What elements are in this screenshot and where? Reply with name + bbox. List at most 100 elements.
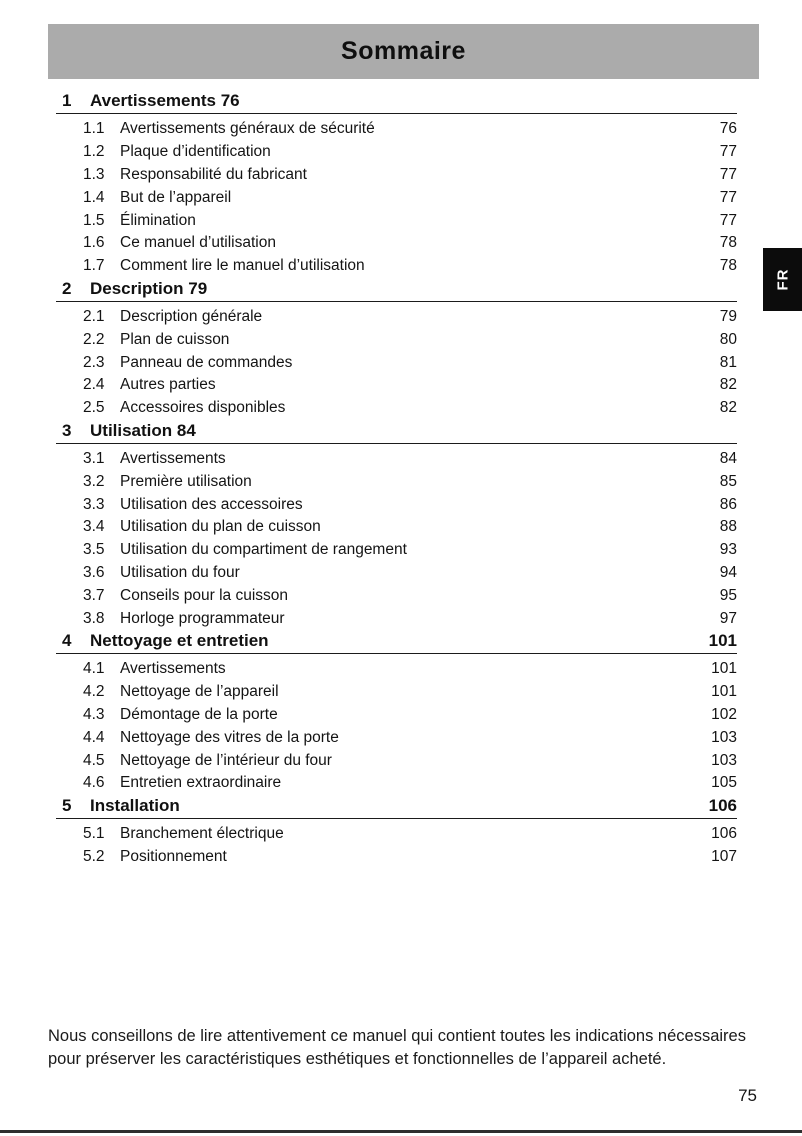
entry-page: 77 bbox=[719, 143, 737, 161]
entry-page: 107 bbox=[711, 847, 737, 865]
toc-entry: 3.2 Première utilisation 85 bbox=[0, 470, 802, 493]
entry-label: Plaque d’identification bbox=[120, 143, 271, 161]
entry-page: 77 bbox=[719, 188, 737, 206]
toc-section-heading: 3 Utilisation 84 bbox=[0, 420, 802, 441]
toc-entry: 3.6 Utilisation du four 94 bbox=[0, 562, 802, 585]
entry-number: 3.6 bbox=[83, 563, 105, 581]
section-rule bbox=[56, 652, 737, 654]
entry-number: 4.1 bbox=[83, 660, 105, 678]
section-rule bbox=[56, 113, 737, 114]
toc-entry: 3.4 Utilisation du plan de cuisson 88 bbox=[0, 516, 802, 539]
page-number: 75 bbox=[738, 1086, 757, 1105]
entry-label: Ce manuel d’utilisation bbox=[120, 234, 276, 252]
toc-entry: 3.7 Conseils pour la cuisson 95 bbox=[0, 584, 802, 607]
entry-label: Avertissements bbox=[120, 660, 226, 678]
entry-label: Description générale bbox=[120, 307, 263, 325]
toc-entry: 2.1 Description générale 79 bbox=[0, 306, 802, 329]
entry-page: 105 bbox=[711, 774, 737, 792]
section-page: 106 bbox=[708, 795, 737, 815]
entry-label: Utilisation du four bbox=[120, 563, 240, 581]
toc-entry: 1.3 Responsabilité du fabricant 77 bbox=[0, 164, 802, 187]
entry-number: 4.6 bbox=[83, 774, 105, 792]
toc-section: 4 Nettoyage et entretien 101 4.1 Avertis… bbox=[0, 630, 802, 795]
entry-page: 77 bbox=[719, 165, 737, 183]
toc-entry: 1.4 But de l’appareil 77 bbox=[0, 186, 802, 209]
bottom-bar bbox=[0, 1130, 802, 1133]
toc-entry: 4.4 Nettoyage des vitres de la porte 103 bbox=[0, 726, 802, 749]
toc-entry: 3.8 Horloge programmateur 97 bbox=[0, 607, 802, 630]
entry-label: Nettoyage des vitres de la porte bbox=[120, 728, 339, 746]
toc-entry: 3.5 Utilisation du compartiment de range… bbox=[0, 539, 802, 562]
entry-label: Avertissements généraux de sécurité bbox=[120, 120, 375, 138]
toc-entry: 1.2 Plaque d’identification 77 bbox=[0, 141, 802, 164]
entry-number: 5.2 bbox=[83, 847, 105, 865]
entry-label: Panneau de commandes bbox=[120, 353, 293, 371]
entry-label: Utilisation du plan de cuisson bbox=[120, 518, 321, 536]
toc-entry: 4.2 Nettoyage de l’appareil 101 bbox=[0, 681, 802, 704]
section-rule bbox=[56, 300, 737, 302]
entry-label: Responsabilité du fabricant bbox=[120, 165, 307, 183]
entry-number: 3.8 bbox=[83, 609, 105, 627]
entry-number: 2.3 bbox=[83, 353, 105, 371]
toc-entry: 2.5 Accessoires disponibles 82 bbox=[0, 397, 802, 420]
entry-page: 94 bbox=[719, 563, 737, 581]
toc-section: 1 Avertissements 76 1.1 Avertissements g… bbox=[0, 90, 802, 278]
toc-section-heading: 4 Nettoyage et entretien 101 bbox=[0, 630, 802, 651]
toc-section-heading: 2 Description 79 bbox=[0, 278, 802, 299]
entry-label: Horloge programmateur bbox=[120, 609, 285, 627]
toc-entry: 1.6 Ce manuel d’utilisation 78 bbox=[0, 232, 802, 255]
entry-page: 84 bbox=[719, 449, 737, 467]
section-number: 1 bbox=[62, 91, 72, 110]
section-title: Utilisation 84 bbox=[90, 420, 196, 440]
section-title: Installation bbox=[90, 795, 180, 815]
entry-page: 78 bbox=[719, 234, 737, 252]
entry-number: 4.5 bbox=[83, 751, 105, 769]
entry-number: 2.5 bbox=[83, 399, 105, 417]
entry-number: 3.1 bbox=[83, 449, 105, 467]
entry-label: Comment lire le manuel d’utilisation bbox=[120, 257, 365, 275]
entry-page: 82 bbox=[719, 399, 737, 417]
entry-label: Utilisation des accessoires bbox=[120, 495, 303, 513]
entry-number: 4.2 bbox=[83, 683, 105, 701]
toc-entry: 5.2 Positionnement 107 bbox=[0, 846, 802, 869]
entry-label: Nettoyage de l’intérieur du four bbox=[120, 751, 332, 769]
entry-number: 1.3 bbox=[83, 165, 105, 183]
entry-page: 101 bbox=[711, 660, 737, 678]
entry-number: 1.4 bbox=[83, 188, 105, 206]
entry-number: 3.4 bbox=[83, 518, 105, 536]
entry-number: 4.4 bbox=[83, 728, 105, 746]
table-of-contents: 1 Avertissements 76 1.1 Avertissements g… bbox=[0, 90, 802, 868]
entry-page: 103 bbox=[711, 728, 737, 746]
entry-page: 95 bbox=[719, 586, 737, 604]
section-number: 4 bbox=[62, 630, 72, 650]
entry-page: 88 bbox=[719, 518, 737, 536]
entry-label: Autres parties bbox=[120, 376, 216, 394]
entry-label: Accessoires disponibles bbox=[120, 399, 286, 417]
toc-section: 5 Installation 106 5.1 Branchement élect… bbox=[0, 795, 802, 869]
entry-number: 3.7 bbox=[83, 586, 105, 604]
entry-number: 2.1 bbox=[83, 307, 105, 325]
entry-number: 1.6 bbox=[83, 234, 105, 252]
entry-page: 97 bbox=[719, 609, 737, 627]
toc-entry: 1.5 Élimination 77 bbox=[0, 209, 802, 232]
entry-page: 82 bbox=[719, 376, 737, 394]
toc-section-heading: 5 Installation 106 bbox=[0, 795, 802, 816]
entry-page: 103 bbox=[711, 751, 737, 769]
entry-number: 3.3 bbox=[83, 495, 105, 513]
entry-page: 86 bbox=[719, 495, 737, 513]
section-rule bbox=[56, 442, 737, 444]
section-number: 3 bbox=[62, 420, 72, 440]
entry-number: 3.2 bbox=[83, 472, 105, 490]
entry-label: Démontage de la porte bbox=[120, 705, 278, 723]
entry-page: 79 bbox=[719, 307, 737, 325]
entry-page: 85 bbox=[719, 472, 737, 490]
header-bar: Sommaire bbox=[48, 24, 759, 79]
entry-label: But de l’appareil bbox=[120, 188, 232, 206]
toc-entry: 4.6 Entretien extraordinaire 105 bbox=[0, 772, 802, 795]
toc-entry: 1.7 Comment lire le manuel d’utilisation… bbox=[0, 255, 802, 278]
entry-number: 2.4 bbox=[83, 376, 105, 394]
entry-number: 1.1 bbox=[83, 120, 105, 138]
toc-section: 2 Description 79 2.1 Description général… bbox=[0, 278, 802, 420]
entry-label: Avertissements bbox=[120, 449, 226, 467]
entry-label: Positionnement bbox=[120, 847, 227, 865]
